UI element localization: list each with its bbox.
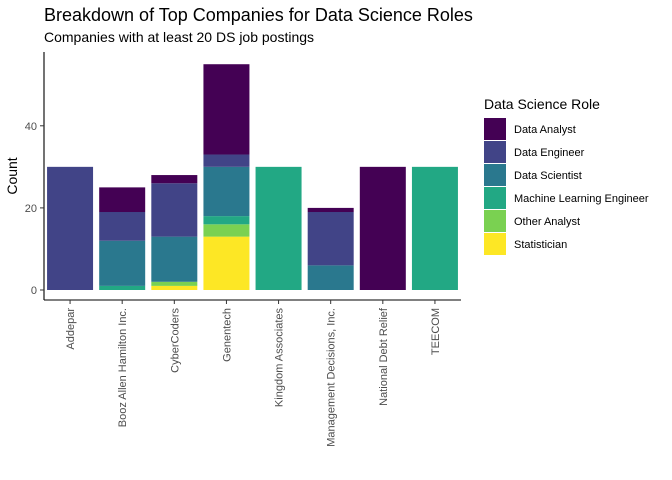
- legend-title: Data Science Role: [484, 96, 600, 112]
- legend-item-label: Machine Learning Engineer: [514, 193, 649, 205]
- bar-segment: [255, 166, 302, 290]
- legend-swatch: [484, 164, 506, 186]
- x-tick-label: Genentech: [221, 308, 233, 362]
- y-tick-label: 0: [31, 285, 37, 297]
- bar-segment: [151, 281, 198, 286]
- legend-swatch: [484, 233, 506, 255]
- bar-segment: [359, 166, 406, 290]
- x-tick-label: TEECOM: [430, 308, 442, 355]
- x-tick-label: National Debt Relief: [378, 307, 390, 406]
- x-tick-label: Management Decisions, Inc.: [326, 308, 338, 447]
- chart-title: Breakdown of Top Companies for Data Scie…: [44, 5, 473, 25]
- bar-segment: [203, 64, 250, 155]
- bar-segment: [203, 154, 250, 167]
- bar-segment: [203, 236, 250, 290]
- chart-subtitle: Companies with at least 20 DS job postin…: [44, 29, 315, 45]
- bar-segment: [307, 212, 354, 266]
- y-tick-label: 20: [25, 203, 37, 215]
- bar-segment: [99, 285, 146, 290]
- x-tick-label: Kingdom Associates: [274, 308, 286, 408]
- x-tick-label: Addepar: [65, 308, 77, 350]
- legend-swatch: [484, 118, 506, 140]
- bar-segment: [203, 166, 250, 217]
- legend-item-label: Data Engineer: [514, 147, 585, 159]
- x-tick-label: Booz Allen Hamilton Inc.: [117, 308, 129, 427]
- bar-segment: [203, 216, 250, 225]
- bar-segment: [151, 236, 198, 282]
- legend-item-label: Data Scientist: [514, 170, 582, 182]
- bar-segment: [151, 285, 198, 290]
- axes-layer: 0 20 40 Addepar Booz Allen Hamilton Inc. Cybe…: [4, 52, 461, 447]
- x-tick-label: CyberCoders: [169, 308, 181, 373]
- legend-swatch: [484, 210, 506, 232]
- bar-segment: [99, 187, 146, 213]
- y-tick-label: 40: [25, 121, 37, 133]
- bar-segment: [307, 265, 354, 290]
- bar-segment: [203, 224, 250, 237]
- bar-segment: [411, 166, 458, 290]
- bar-segment: [47, 166, 94, 290]
- bar-segment: [151, 183, 198, 237]
- legend-item-label: Statistician: [514, 239, 567, 251]
- legend: Data Science Role Data Analyst Data Engine…: [484, 96, 649, 255]
- legend-item-label: Data Analyst: [514, 124, 576, 136]
- bar-segment: [99, 240, 146, 286]
- bar-segment: [151, 175, 198, 184]
- bars-layer: [47, 64, 458, 290]
- legend-swatch: [484, 141, 506, 163]
- bar-segment: [307, 207, 354, 213]
- legend-item-label: Other Analyst: [514, 216, 580, 228]
- bar-segment: [99, 212, 146, 241]
- y-axis-title: Count: [4, 157, 20, 194]
- legend-swatch: [484, 187, 506, 209]
